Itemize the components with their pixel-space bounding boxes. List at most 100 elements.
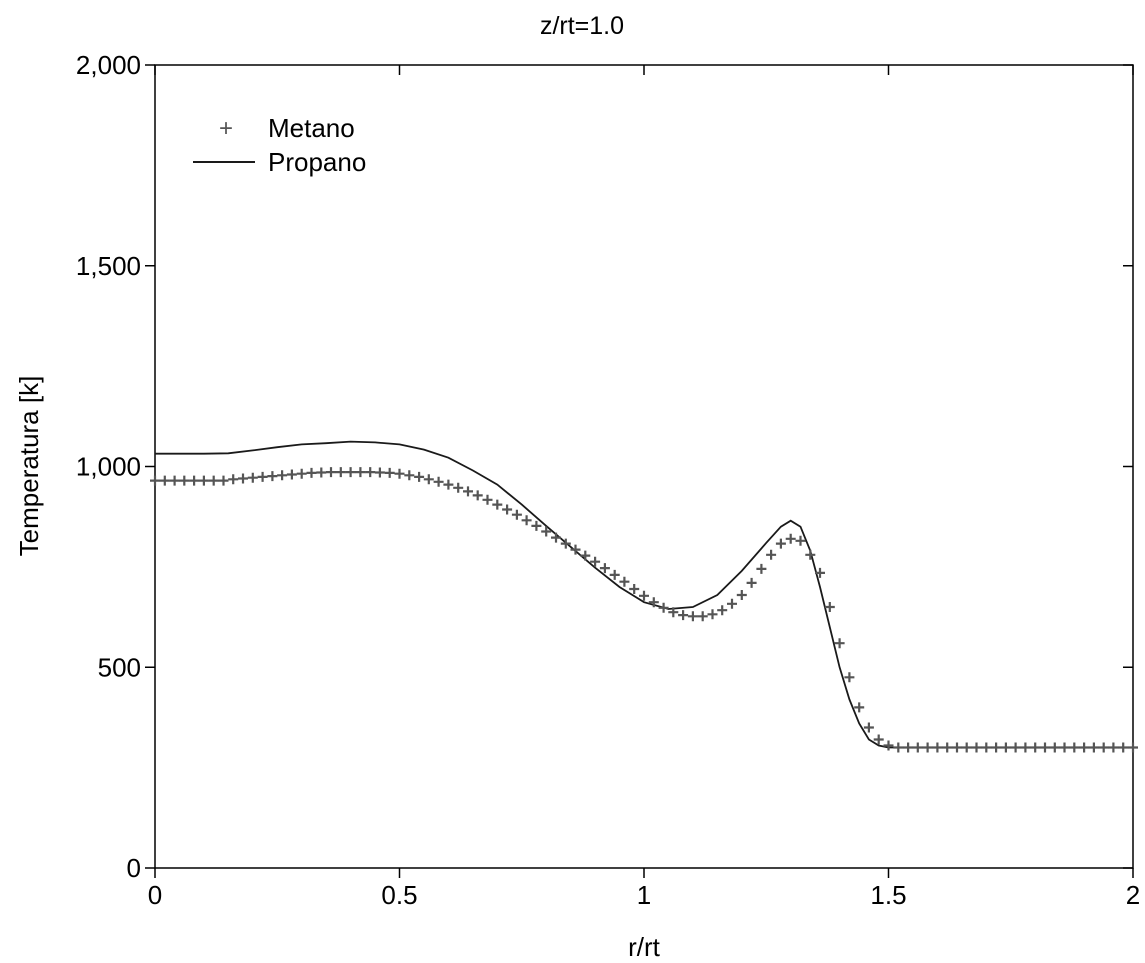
data-point-metano (952, 742, 962, 753)
data-point-metano (736, 590, 747, 600)
y-tick-label: 500 (98, 652, 141, 682)
data-point-metano (453, 482, 464, 493)
data-point-metano (599, 563, 610, 574)
y-axis-label: Temperatura [k] (14, 376, 44, 557)
data-point-metano (746, 577, 757, 588)
data-point-metano (277, 470, 288, 481)
data-point-metano (570, 544, 581, 555)
data-point-metano (306, 467, 317, 478)
data-point-metano (629, 584, 640, 594)
legend-marker-metano: + (219, 115, 233, 142)
data-point-metano (590, 556, 601, 567)
data-point-metano (433, 476, 444, 487)
data-point-metano (697, 611, 708, 622)
data-point-metano (560, 538, 571, 549)
data-point-metano (1030, 742, 1041, 753)
x-axis-label: r/rt (628, 932, 661, 962)
data-point-metano (502, 504, 513, 515)
data-point-metano (394, 468, 405, 479)
x-tick-label: 1 (637, 880, 651, 910)
data-point-metano (932, 742, 943, 753)
data-point-metano (854, 702, 865, 713)
data-point-metano (1059, 742, 1070, 753)
data-point-metano (423, 474, 434, 485)
data-point-metano (463, 486, 473, 497)
data-point-metano (678, 610, 689, 621)
data-point-metano (267, 471, 278, 482)
data-point-metano (912, 742, 923, 753)
legend-label-metano: Metano (268, 113, 355, 143)
data-point-metano (981, 742, 992, 753)
data-point-metano (824, 602, 835, 612)
data-point-metano (775, 538, 786, 549)
data-point-metano (658, 602, 669, 613)
data-point-metano (1049, 742, 1060, 753)
data-point-metano (834, 638, 845, 649)
data-point-metano (639, 590, 649, 601)
data-point-metano (492, 499, 503, 510)
data-point-metano (384, 467, 395, 478)
data-point-metano (619, 576, 630, 587)
data-point-metano (521, 515, 532, 526)
data-point-metano (756, 563, 767, 574)
data-point-metano (169, 475, 180, 486)
data-point-metano (903, 742, 914, 753)
data-point-metano (668, 607, 679, 618)
data-point-metano (404, 470, 415, 481)
data-point-metano (873, 734, 884, 745)
data-point-metano (1108, 742, 1119, 753)
data-point-metano (198, 475, 209, 486)
data-point-metano (1088, 742, 1099, 753)
data-point-metano (717, 605, 728, 616)
data-point-metano (551, 532, 561, 543)
legend: + Metano Propano (193, 113, 366, 177)
data-point-metano (795, 535, 806, 546)
data-point-metano (316, 467, 327, 478)
data-point-metano (238, 473, 248, 484)
data-point-metano (707, 609, 718, 620)
data-point-metano (785, 533, 796, 544)
data-point-metano (189, 475, 200, 486)
data-point-metano (345, 467, 356, 478)
data-point-metano (159, 475, 170, 486)
data-point-metano (922, 742, 933, 753)
x-tick-label: 0.5 (381, 880, 417, 910)
x-tick-label: 0 (148, 880, 162, 910)
data-point-metano (766, 549, 777, 560)
data-point-metano (326, 467, 336, 478)
data-point-metano (472, 490, 483, 501)
x-tick-label: 2 (1126, 880, 1140, 910)
data-point-metano (1069, 742, 1080, 753)
data-point-metano (1118, 742, 1129, 753)
data-point-metano (687, 611, 698, 622)
data-point-metano (815, 567, 825, 578)
data-point-metano (335, 467, 346, 478)
data-point-metano (648, 597, 659, 608)
data-point-metano (1098, 742, 1109, 753)
data-point-metano (179, 475, 190, 486)
data-point-metano (150, 475, 160, 486)
data-point-metano (482, 494, 493, 505)
data-point-metano (374, 467, 385, 478)
data-point-metano (355, 467, 366, 478)
data-point-metano (580, 550, 591, 561)
data-point-metano (609, 569, 620, 580)
data-point-metano (1040, 742, 1050, 753)
data-point-metano (805, 549, 816, 560)
data-point-metano (443, 479, 454, 490)
data-point-metano (365, 467, 376, 478)
chart-title: z/rt=1.0 (540, 12, 624, 40)
data-point-metano (844, 672, 855, 683)
data-point-metano (863, 722, 874, 733)
data-point-metano (228, 474, 239, 485)
data-point-metano (1079, 742, 1090, 753)
data-point-metano (414, 471, 425, 482)
y-tick-label: 0 (127, 853, 141, 883)
data-point-metano (531, 520, 542, 531)
plot-area: 0 0.5 1 1.5 2 0 500 1,000 1,500 2,000 (76, 50, 1140, 910)
data-point-metano (247, 472, 258, 483)
data-point-metano (218, 475, 229, 486)
data-point-metano (893, 742, 904, 753)
y-tick-label: 1,000 (76, 452, 141, 482)
